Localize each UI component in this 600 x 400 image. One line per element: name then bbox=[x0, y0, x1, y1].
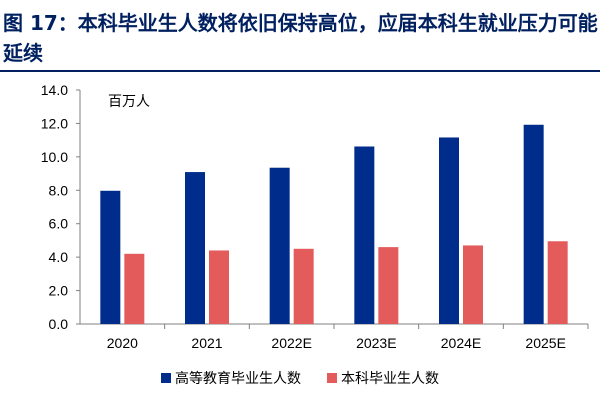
legend-label-series-2: 本科毕业生人数 bbox=[341, 371, 439, 387]
y-tick-label: 6.0 bbox=[49, 216, 69, 232]
bar-higher-ed-2025E bbox=[523, 124, 544, 324]
bar-undergrad-2023E bbox=[378, 247, 399, 324]
x-tick-label: 2023E bbox=[356, 335, 396, 351]
y-tick-label: 8.0 bbox=[49, 182, 69, 198]
figure-title: 图 17：本科毕业生人数将依旧保持高位，应届本科生就业压力可能延续 bbox=[3, 11, 598, 65]
bar-higher-ed-2023E bbox=[354, 146, 375, 324]
title-area: 图 17：本科毕业生人数将依旧保持高位，应届本科生就业压力可能延续 bbox=[0, 0, 600, 74]
bar-undergrad-2024E bbox=[463, 245, 483, 324]
bar-higher-ed-2021 bbox=[185, 172, 205, 324]
bar-chart: 0.0 2.0 4.0 6.0 8.0 10.0 12.0 14.0 百万人 2020 2021 20… bbox=[41, 82, 589, 351]
legend-label-series-1: 高等教育毕业生人数 bbox=[175, 371, 301, 387]
bar-undergrad-2025E bbox=[547, 241, 568, 324]
legend-item-series-2: 本科毕业生人数 bbox=[327, 368, 439, 388]
x-tick-label: 2021 bbox=[191, 335, 222, 351]
legend-swatch-series-2 bbox=[327, 373, 337, 383]
legend-swatch-series-1 bbox=[161, 373, 171, 383]
x-tick-label: 2020 bbox=[107, 335, 138, 351]
bars-layer bbox=[100, 124, 568, 324]
y-tick-label: 10.0 bbox=[41, 149, 68, 165]
y-tick-label: 0.0 bbox=[49, 316, 69, 332]
title-divider bbox=[0, 70, 600, 72]
x-tick-label: 2022E bbox=[271, 335, 311, 351]
y-tick-label: 4.0 bbox=[49, 249, 69, 265]
bar-undergrad-2021 bbox=[209, 250, 229, 324]
x-tick-label: 2024E bbox=[441, 335, 481, 351]
y-tick-label: 2.0 bbox=[49, 283, 69, 299]
legend: 高等教育毕业生人数 本科毕业生人数 bbox=[0, 364, 600, 392]
x-tick-label: 2025E bbox=[525, 335, 565, 351]
bar-undergrad-2020 bbox=[124, 253, 145, 324]
bar-undergrad-2022E bbox=[293, 248, 314, 324]
bar-higher-ed-2020 bbox=[100, 190, 121, 324]
legend-item-series-1: 高等教育毕业生人数 bbox=[161, 368, 301, 388]
axes-layer: 0.0 2.0 4.0 6.0 8.0 10.0 12.0 14.0 百万人 2020 2021 20… bbox=[41, 82, 589, 351]
y-tick-label: 12.0 bbox=[41, 115, 68, 131]
y-tick-label: 14.0 bbox=[41, 82, 68, 98]
bar-higher-ed-2022E bbox=[269, 167, 290, 324]
y-unit-label: 百万人 bbox=[108, 94, 150, 110]
bar-higher-ed-2024E bbox=[439, 137, 459, 324]
